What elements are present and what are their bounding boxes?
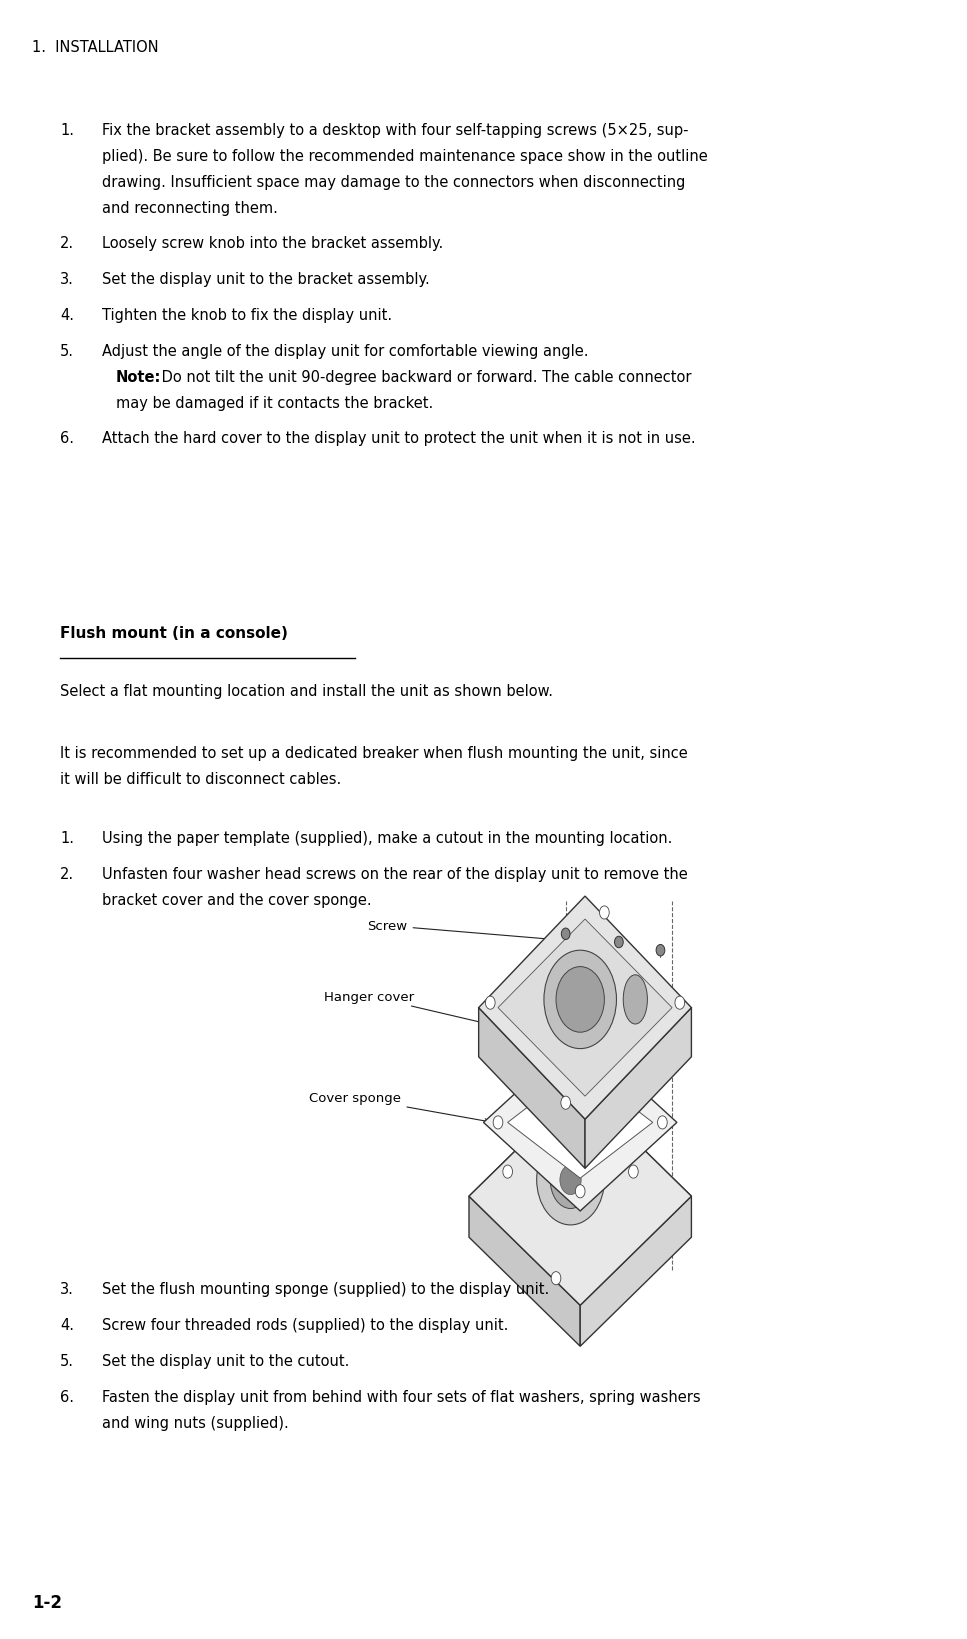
Polygon shape <box>484 1034 677 1211</box>
Text: Attach the hard cover to the display unit to protect the unit when it is not in : Attach the hard cover to the display uni… <box>102 431 695 446</box>
Text: 1-2: 1-2 <box>32 1593 62 1611</box>
Text: Set the display unit to the bracket assembly.: Set the display unit to the bracket asse… <box>102 272 429 287</box>
Text: Do not tilt the unit 90-degree backward or forward. The cable connector: Do not tilt the unit 90-degree backward … <box>157 369 691 385</box>
Polygon shape <box>498 919 672 1096</box>
Text: 3.: 3. <box>60 272 73 287</box>
Text: 6.: 6. <box>60 1388 73 1405</box>
Text: 5.: 5. <box>60 344 73 359</box>
Polygon shape <box>469 1088 691 1305</box>
Ellipse shape <box>493 1116 503 1129</box>
Ellipse shape <box>561 928 570 939</box>
Text: Screw four threaded rods (supplied) to the display unit.: Screw four threaded rods (supplied) to t… <box>102 1318 508 1333</box>
Ellipse shape <box>537 1134 604 1224</box>
Text: 1.: 1. <box>60 123 73 138</box>
Ellipse shape <box>600 1116 609 1129</box>
Text: bracket cover and the cover sponge.: bracket cover and the cover sponge. <box>102 893 371 908</box>
Ellipse shape <box>503 1165 513 1178</box>
Ellipse shape <box>560 1165 581 1195</box>
Text: Set the display unit to the cutout.: Set the display unit to the cutout. <box>102 1354 349 1369</box>
Ellipse shape <box>556 967 604 1033</box>
Text: Tighten the knob to fix the display unit.: Tighten the knob to fix the display unit… <box>102 308 392 323</box>
Text: Unfasten four washer head screws on the rear of the display unit to remove the: Unfasten four washer head screws on the … <box>102 867 688 882</box>
Ellipse shape <box>629 1165 638 1178</box>
Text: Set the flush mounting sponge (supplied) to the display unit.: Set the flush mounting sponge (supplied)… <box>102 1282 549 1296</box>
Ellipse shape <box>561 1096 571 1110</box>
Text: Select a flat mounting location and install the unit as shown below.: Select a flat mounting location and inst… <box>60 683 553 698</box>
Ellipse shape <box>575 1047 585 1060</box>
Ellipse shape <box>550 1151 591 1208</box>
Polygon shape <box>469 1088 691 1305</box>
Ellipse shape <box>600 906 609 919</box>
Ellipse shape <box>543 951 617 1049</box>
Text: and reconnecting them.: and reconnecting them. <box>102 200 278 216</box>
Text: Fasten the display unit from behind with four sets of flat washers, spring washe: Fasten the display unit from behind with… <box>102 1388 700 1405</box>
Text: Adjust the angle of the display unit for comfortable viewing angle.: Adjust the angle of the display unit for… <box>102 344 588 359</box>
Text: Screw: Screw <box>367 919 601 946</box>
Text: 2.: 2. <box>60 236 74 251</box>
Ellipse shape <box>485 997 495 1010</box>
Text: 6.: 6. <box>60 431 73 446</box>
Text: 1.: 1. <box>60 831 73 846</box>
Text: It is recommended to set up a dedicated breaker when flush mounting the unit, si: It is recommended to set up a dedicated … <box>60 746 688 760</box>
Text: Fix the bracket assembly to a desktop with four self-tapping screws (5×25, sup-: Fix the bracket assembly to a desktop wi… <box>102 123 689 138</box>
Text: 2.: 2. <box>60 867 74 882</box>
Polygon shape <box>580 1196 691 1346</box>
Text: 4.: 4. <box>60 308 73 323</box>
Text: it will be difficult to disconnect cables.: it will be difficult to disconnect cable… <box>60 772 341 787</box>
Ellipse shape <box>656 944 664 957</box>
Text: Loosely screw knob into the bracket assembly.: Loosely screw knob into the bracket asse… <box>102 236 443 251</box>
Polygon shape <box>479 1008 585 1169</box>
Ellipse shape <box>624 975 648 1024</box>
Text: and wing nuts (supplied).: and wing nuts (supplied). <box>102 1414 288 1429</box>
Text: 3.: 3. <box>60 1282 73 1296</box>
Ellipse shape <box>675 997 685 1010</box>
Text: plied). Be sure to follow the recommended maintenance space show in the outline: plied). Be sure to follow the recommende… <box>102 149 707 164</box>
Polygon shape <box>479 897 691 1119</box>
Text: Cover sponge: Cover sponge <box>309 1092 489 1123</box>
Ellipse shape <box>551 1272 561 1285</box>
Text: drawing. Insufficient space may damage to the connectors when disconnecting: drawing. Insufficient space may damage t… <box>102 175 685 190</box>
Text: Hanger cover: Hanger cover <box>324 990 484 1024</box>
Ellipse shape <box>658 1116 667 1129</box>
Polygon shape <box>585 1008 691 1169</box>
Ellipse shape <box>575 1185 585 1198</box>
Text: Note:: Note: <box>116 369 161 385</box>
Text: 1.  INSTALLATION: 1. INSTALLATION <box>32 39 159 56</box>
Text: may be damaged if it contacts the bracket.: may be damaged if it contacts the bracke… <box>116 395 433 410</box>
Polygon shape <box>469 1196 580 1346</box>
Text: 4.: 4. <box>60 1318 73 1333</box>
Text: Using the paper template (supplied), make a cutout in the mounting location.: Using the paper template (supplied), mak… <box>102 831 672 846</box>
Text: 5.: 5. <box>60 1354 73 1369</box>
Ellipse shape <box>615 938 624 947</box>
Polygon shape <box>508 1067 653 1178</box>
Text: Flush mount (in a console): Flush mount (in a console) <box>60 626 288 641</box>
